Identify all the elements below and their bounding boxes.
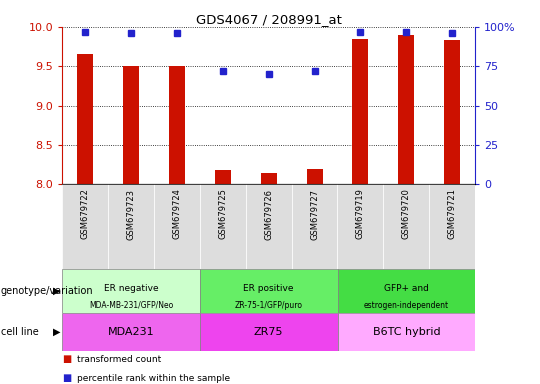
Text: MDA231: MDA231 — [107, 327, 154, 337]
Text: GFP+ and: GFP+ and — [384, 284, 429, 293]
Text: GSM679720: GSM679720 — [402, 189, 411, 239]
Text: GSM679724: GSM679724 — [172, 189, 181, 239]
Bar — [200, 184, 246, 269]
Bar — [338, 184, 383, 269]
Bar — [444, 40, 460, 184]
Text: ▶: ▶ — [53, 286, 60, 296]
Bar — [383, 184, 429, 269]
Text: B6TC hybrid: B6TC hybrid — [373, 327, 440, 337]
Bar — [215, 170, 231, 184]
Bar — [108, 184, 154, 269]
Text: GSM679721: GSM679721 — [448, 189, 457, 239]
Text: cell line: cell line — [1, 327, 38, 337]
Bar — [62, 269, 200, 313]
Bar — [62, 184, 108, 269]
Text: ■: ■ — [62, 354, 71, 364]
Text: ■: ■ — [62, 373, 71, 383]
Bar — [338, 269, 475, 313]
Bar — [307, 169, 322, 184]
Text: GSM679726: GSM679726 — [264, 189, 273, 240]
Text: GSM679725: GSM679725 — [218, 189, 227, 239]
Text: estrogen-independent: estrogen-independent — [364, 301, 449, 310]
Text: GSM679719: GSM679719 — [356, 189, 365, 239]
Text: ▶: ▶ — [53, 327, 60, 337]
Bar — [62, 313, 200, 351]
Bar — [353, 39, 368, 184]
Text: GSM679727: GSM679727 — [310, 189, 319, 240]
Text: GSM679723: GSM679723 — [126, 189, 136, 240]
Bar — [246, 184, 292, 269]
Bar — [77, 55, 93, 184]
Bar — [154, 184, 200, 269]
Text: transformed count: transformed count — [77, 354, 161, 364]
Text: ER negative: ER negative — [104, 284, 158, 293]
Bar — [200, 269, 338, 313]
Text: GSM679722: GSM679722 — [80, 189, 90, 239]
Bar — [292, 184, 338, 269]
Text: ER positive: ER positive — [244, 284, 294, 293]
Text: ZR75: ZR75 — [254, 327, 284, 337]
Bar — [338, 313, 475, 351]
Bar — [169, 66, 185, 184]
Bar — [399, 35, 414, 184]
Text: MDA-MB-231/GFP/Neo: MDA-MB-231/GFP/Neo — [89, 301, 173, 310]
Text: genotype/variation: genotype/variation — [1, 286, 93, 296]
Bar — [261, 173, 276, 184]
Bar — [429, 184, 475, 269]
Bar — [200, 313, 338, 351]
Text: percentile rank within the sample: percentile rank within the sample — [77, 374, 231, 383]
Text: ZR-75-1/GFP/puro: ZR-75-1/GFP/puro — [235, 301, 302, 310]
Bar — [123, 66, 139, 184]
Title: GDS4067 / 208991_at: GDS4067 / 208991_at — [195, 13, 342, 26]
